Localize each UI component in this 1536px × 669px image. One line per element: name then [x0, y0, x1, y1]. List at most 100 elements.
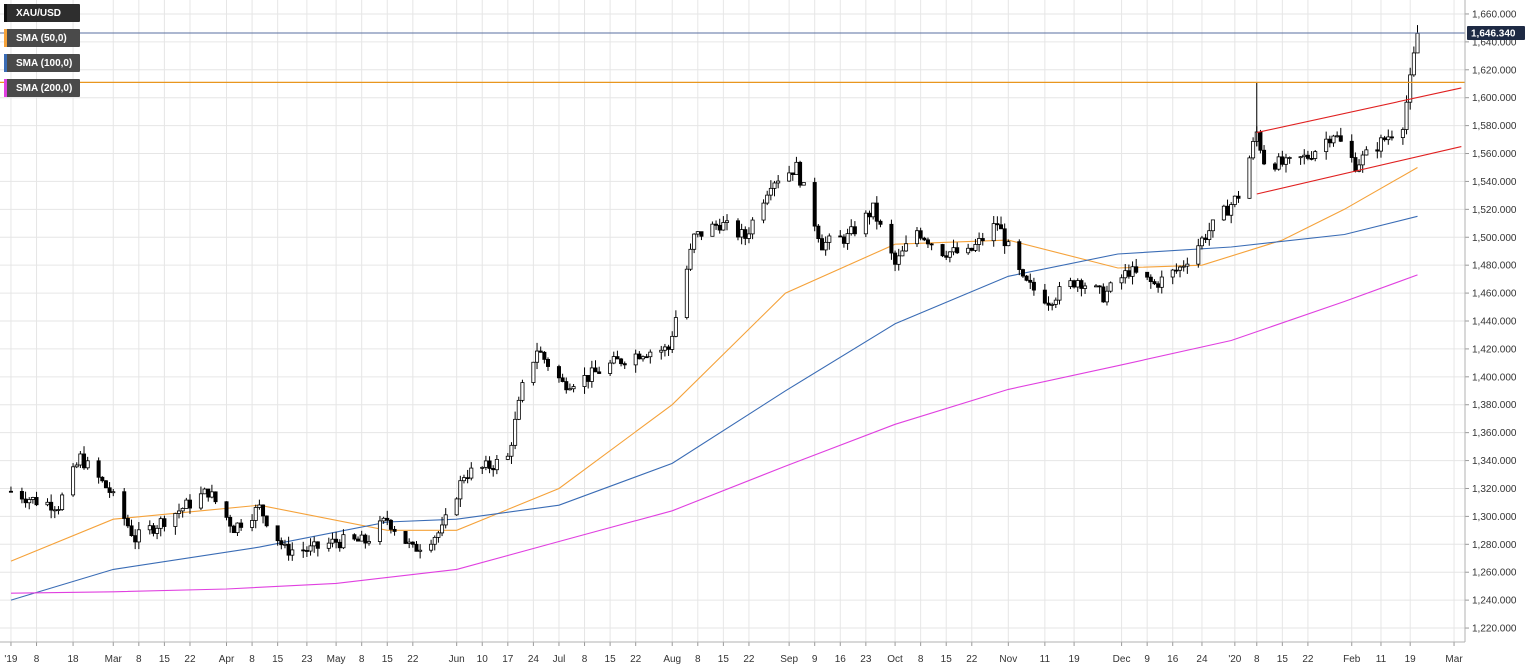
candle-body	[1232, 195, 1237, 205]
candle-body	[505, 455, 510, 460]
x-tick-label: Apr	[219, 654, 235, 665]
candle-body	[1221, 205, 1226, 221]
candle-body	[794, 161, 799, 175]
candle-body	[944, 255, 949, 258]
candle-body	[1042, 289, 1047, 304]
candle-body	[1236, 195, 1241, 199]
candle-body	[308, 545, 313, 552]
candle-body	[1020, 269, 1025, 277]
candle-body	[253, 507, 258, 521]
candle-body	[282, 543, 287, 546]
y-tick-label: 1,500.000	[1472, 233, 1517, 244]
candle-body	[250, 520, 255, 528]
x-tick-label: 22	[1302, 654, 1314, 665]
x-tick-label: 11	[1040, 654, 1051, 665]
candle-body	[893, 252, 898, 265]
candle-body	[414, 543, 419, 552]
candle-body	[1225, 205, 1230, 216]
candle-body	[589, 367, 594, 382]
candle-body	[418, 549, 423, 552]
candle-body	[991, 223, 996, 242]
candle-body	[798, 161, 803, 186]
candle-body	[491, 468, 496, 471]
candle-body	[914, 230, 919, 245]
candle-body	[977, 238, 982, 245]
candle-body	[1057, 286, 1062, 301]
x-tick-label: Mar	[1445, 654, 1463, 665]
candle-body	[633, 353, 638, 366]
candle-body	[1273, 163, 1278, 170]
y-tick-label: 1,580.000	[1472, 121, 1517, 132]
x-tick-label: Mar	[105, 654, 123, 665]
candle-body	[71, 466, 76, 496]
legend-item-sma50[interactable]: SMA (50,0)	[4, 29, 81, 47]
candle-body	[878, 220, 883, 225]
legend-item-xauusd[interactable]: XAU/USD	[4, 4, 81, 22]
candle-body	[1178, 266, 1183, 271]
candle-body	[871, 202, 876, 218]
candle-body	[1123, 270, 1128, 279]
candle-body	[765, 194, 770, 204]
candle-body	[337, 541, 342, 549]
candle-body	[1360, 154, 1365, 166]
candle-body	[74, 464, 79, 468]
candle-body	[1207, 230, 1212, 240]
candle-body	[209, 491, 214, 498]
candle-body	[1309, 158, 1314, 160]
candle-body	[334, 538, 339, 543]
candle-body	[746, 233, 751, 239]
legend-item-sma100[interactable]: SMA (100,0)	[4, 54, 81, 72]
candle-body	[896, 255, 901, 265]
candle-body	[714, 223, 719, 226]
candle-body	[1031, 281, 1036, 291]
x-tick-label: 22	[184, 654, 196, 665]
candle-body	[147, 525, 152, 531]
candle-body	[750, 219, 755, 235]
candle-body	[1262, 149, 1267, 165]
candle-body	[673, 317, 678, 337]
candle-body	[1280, 156, 1285, 165]
candle-body	[1130, 266, 1135, 277]
candle-body	[567, 388, 572, 391]
x-tick-label: Jun	[449, 654, 465, 665]
candlesticks	[8, 25, 1420, 561]
candle-body	[1196, 245, 1201, 265]
candle-body	[929, 243, 934, 246]
candle-body	[1104, 290, 1109, 303]
x-tick-label: 11	[1376, 654, 1387, 665]
candle-body	[1411, 52, 1416, 76]
candle-body	[619, 358, 624, 365]
candle-body	[925, 239, 930, 245]
candle-body	[966, 247, 971, 254]
candle-body	[82, 453, 87, 469]
legend-item-sma200[interactable]: SMA (200,0)	[4, 79, 81, 97]
candle-body	[1134, 266, 1139, 273]
candle-body	[838, 235, 843, 238]
candle-body	[688, 248, 693, 270]
x-tick-label: 19	[1405, 654, 1417, 665]
candle-body	[659, 349, 664, 353]
x-tick-label: 8	[695, 654, 701, 665]
candle-body	[904, 243, 909, 252]
candle-body	[542, 351, 547, 360]
legend-label: SMA (50,0)	[16, 32, 67, 44]
candle-body	[812, 182, 817, 227]
candle-body	[1002, 228, 1007, 247]
x-tick-label: Dec	[1113, 654, 1131, 665]
candle-body	[359, 534, 364, 542]
candle-body	[1327, 138, 1332, 144]
x-tick-label: 16	[835, 654, 847, 665]
candle-body	[889, 223, 894, 254]
x-axis: '19 8 18 Mar 8 15 22 Apr 8 15 23 May 8 15 22 Jun 10 17 24 J…	[0, 641, 1465, 665]
candle-body	[535, 350, 540, 363]
candle-body	[198, 493, 203, 509]
candle-body	[761, 202, 766, 221]
candle-body	[1229, 204, 1234, 216]
x-tick-label: 22	[966, 654, 978, 665]
candle-body	[509, 444, 514, 457]
candle-body	[531, 361, 536, 383]
candle-body	[1353, 157, 1358, 172]
candle-body	[56, 509, 61, 511]
candle-body	[429, 543, 434, 551]
